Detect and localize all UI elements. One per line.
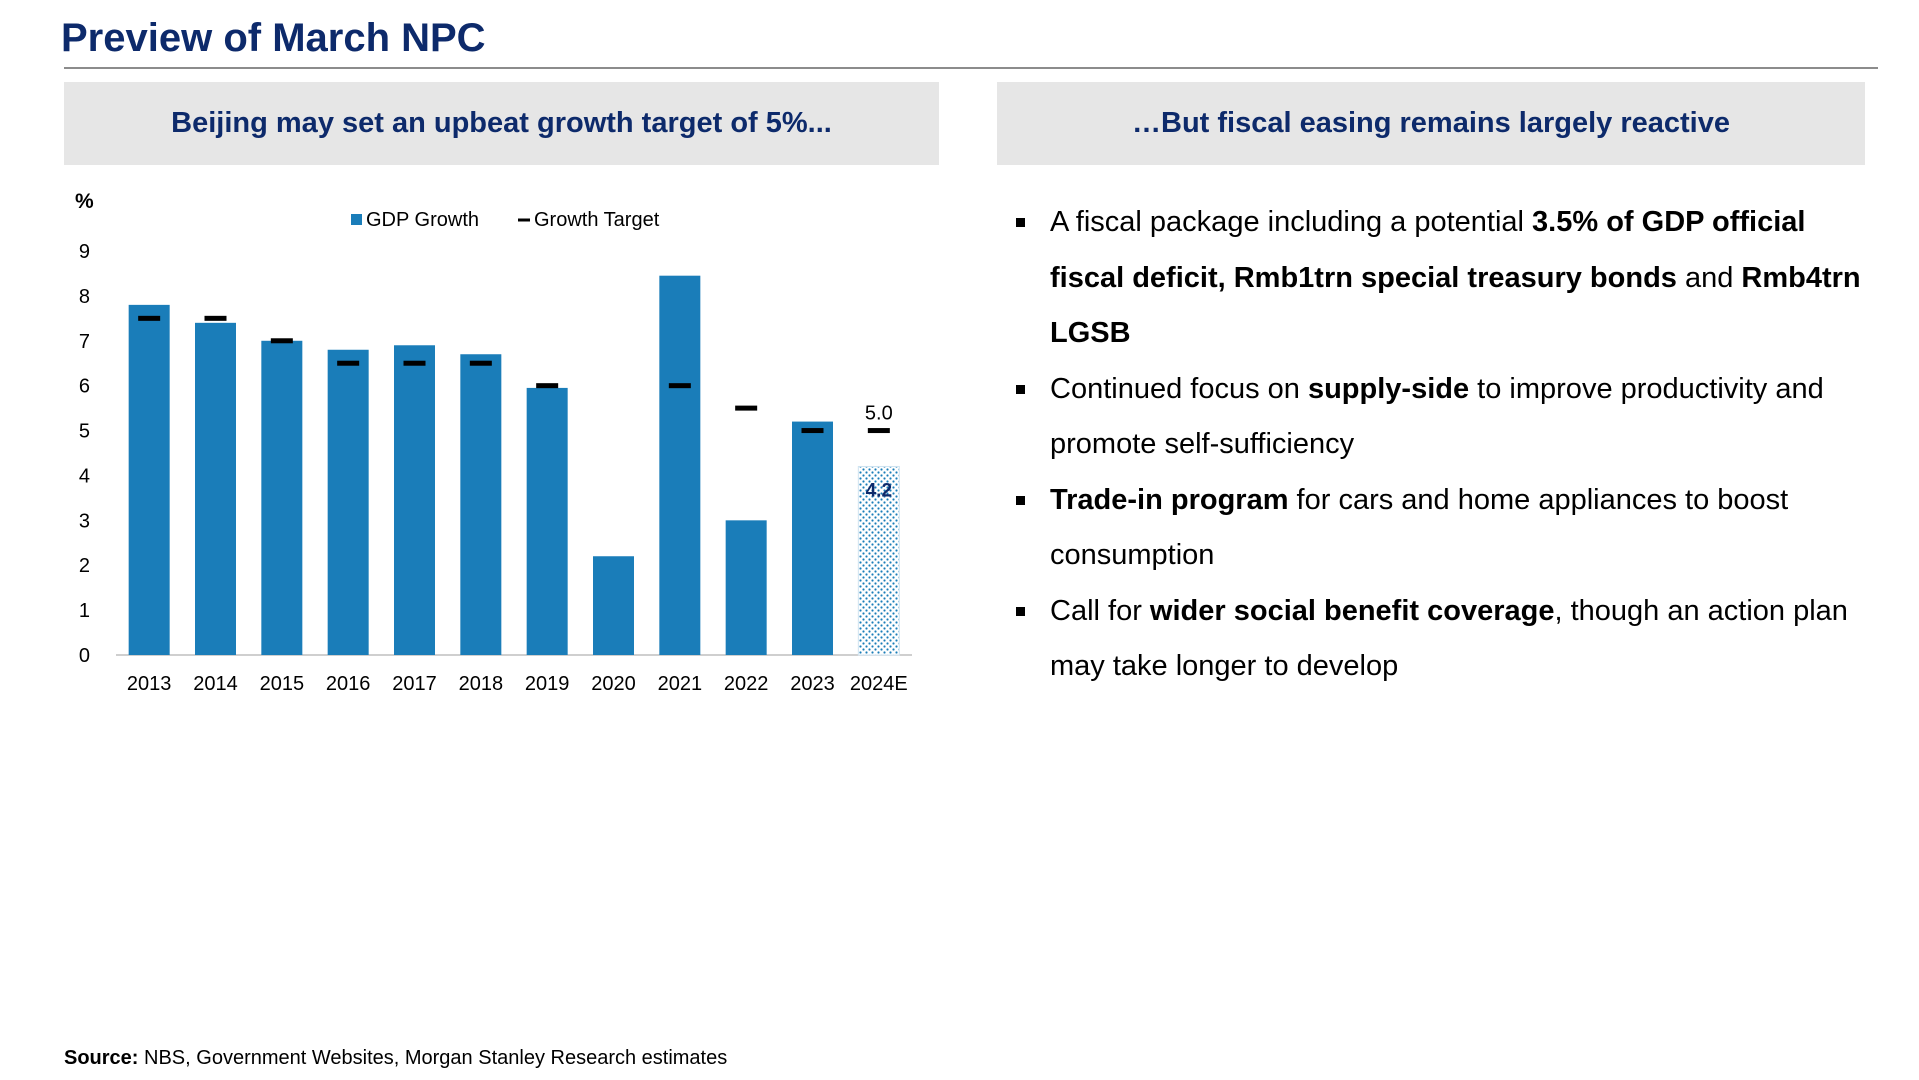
gdp-growth-bar [394,345,435,655]
growth-target-marker [536,383,559,389]
x-tick-label: 2017 [392,673,437,695]
legend-target-swatch [518,218,530,222]
gdp-growth-bar [261,340,303,655]
bullet-text: and [1676,261,1742,294]
bullet-text-bold: Trade-in program [1050,483,1289,516]
right-panel-header: …But fiscal easing remains largely react… [997,82,1865,165]
x-tick-label: 2018 [459,673,504,695]
y-tick-label: 1 [79,600,90,622]
y-tick-label: 6 [79,376,90,398]
growth-target-marker [469,360,492,366]
fiscal-bullet-list: A fiscal package including a potential 3… [1010,195,1870,695]
growth-target-marker [138,315,161,321]
x-tick-label: 2023 [790,673,835,695]
bullet-marker-icon [1016,218,1025,227]
growth-target-marker [337,360,360,366]
legend-gdp-swatch [351,214,362,225]
growth-target-marker [270,338,293,344]
growth-target-marker [204,315,227,321]
x-tick-label: 2024E [850,673,908,695]
target-data-label: 5.0 [865,403,893,425]
gdp-growth-bar [725,520,767,655]
y-tick-label: 7 [79,331,90,353]
y-tick-label: 2 [79,555,90,577]
bullet-text-bold: 3.5% of GDP official fiscal deficit, Rmb… [1050,206,1806,294]
x-tick-label: 2016 [326,673,371,695]
x-tick-label: 2020 [591,673,636,695]
left-panel-header: Beijing may set an upbeat growth target … [64,82,939,165]
y-tick-label: 5 [79,421,90,443]
gdp-growth-bar [659,275,701,655]
x-tick-label: 2015 [260,673,305,695]
bullet-text: , though an action plan may take longer … [1050,594,1848,683]
gdp-growth-bar [460,354,502,655]
bullet-text: A fiscal package including a potential [1050,206,1533,238]
legend-target-label: Growth Target [534,209,660,231]
y-tick-label: 9 [79,241,90,263]
x-tick-label: 2021 [658,673,703,695]
growth-target-marker [668,383,691,389]
bullet-item: Continued focus on supply-side to improv… [1010,362,1870,473]
x-tick-label: 2014 [193,673,238,695]
bullet-marker-icon [1016,384,1025,394]
y-tick-label: 8 [79,286,90,308]
source-text: NBS, Government Websites, Morgan Stanley… [138,1047,728,1069]
gdp-growth-bar [792,421,833,655]
growth-target-marker [867,428,890,434]
bullet-item: Trade-in program for cars and home appli… [1010,473,1870,584]
bullet-text: Continued focus on [1050,372,1308,405]
x-tick-label: 2013 [127,673,172,695]
growth-target-marker [403,360,426,366]
x-tick-label: 2019 [525,673,570,695]
gdp-data-label: 4.2 [866,480,892,501]
bullet-text: for cars and home appliances to boost co… [1050,483,1789,572]
growth-target-marker [735,405,758,411]
gdp-growth-bar [526,387,568,655]
bullet-text: Call for [1050,594,1150,627]
bullet-item: Call for wider social benefit coverage, … [1010,584,1870,695]
gdp-growth-bar [593,556,634,655]
legend-gdp-label: GDP Growth [366,209,479,231]
bullet-item: A fiscal package including a potential 3… [1010,195,1870,362]
bullet-text: to improve productivity and promote self… [1050,372,1824,461]
gdp-growth-bar-estimate [857,465,900,656]
gdp-growth-bar [195,322,236,655]
y-tick-label: 0 [79,645,90,667]
y-axis-label: % [75,190,94,213]
x-tick-label: 2022 [724,673,769,695]
y-tick-label: 3 [79,510,90,532]
bullet-text-bold: supply-side [1307,372,1470,405]
bullet-marker-icon [1016,606,1025,616]
source-label: Source: [64,1047,139,1069]
gdp-growth-bar [327,349,369,655]
bullet-text-bold: Rmb4trn LGSB [1050,261,1861,350]
source-note: Source: NBS, Government Websites, Morgan… [64,1047,727,1070]
title-divider [64,67,1878,69]
gdp-growth-chart: % 0 1 2 3 4 5 6 7 8 9 2013 2014 2015 2016 2017 2018 2019 2… [75,190,912,695]
page-title: Preview of March NPC [61,16,486,60]
bullet-text-bold: wider social benefit coverage [1149,594,1555,627]
growth-target-marker [801,428,824,434]
gdp-growth-bar [128,304,170,655]
y-tick-label: 4 [79,465,90,487]
bullet-marker-icon [1016,495,1025,505]
